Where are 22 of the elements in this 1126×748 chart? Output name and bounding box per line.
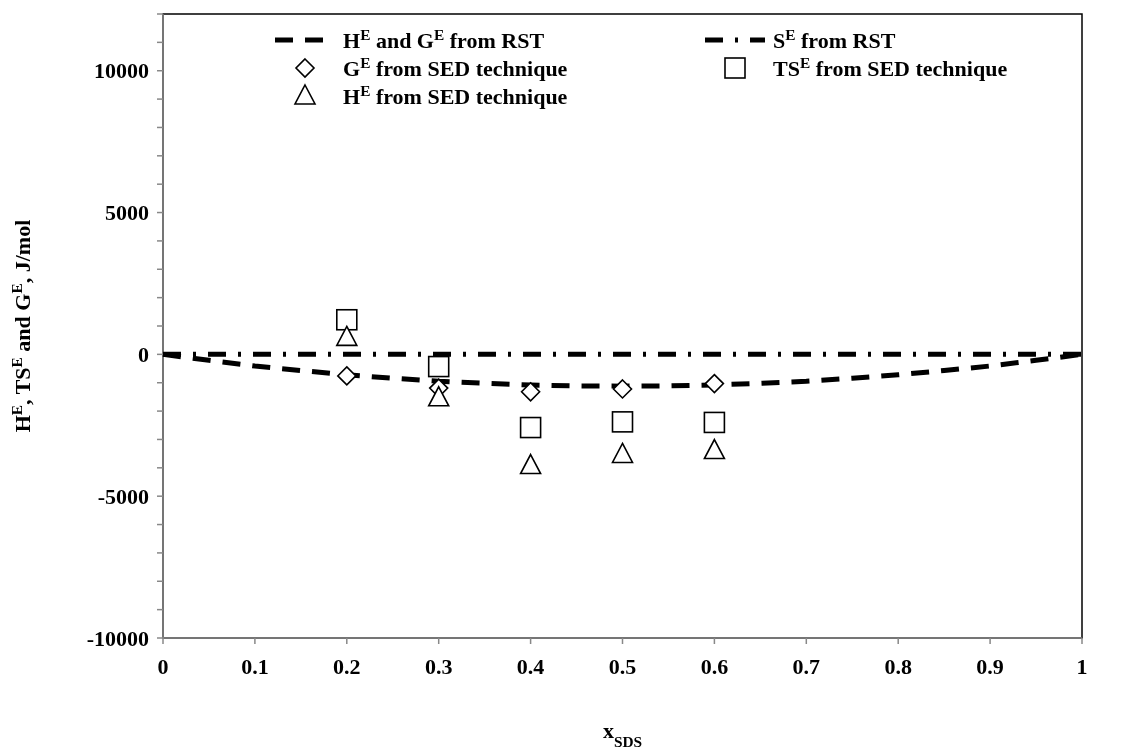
x-tick-label: 0	[157, 654, 169, 679]
legend-label: G$^{E}$ from SED technique	[343, 53, 568, 81]
x-tick-label: 0.6	[700, 654, 729, 679]
y-tick-label: -10000	[86, 625, 149, 651]
x-axis-title: x$_{SDS}$	[602, 718, 643, 748]
x-tick-label: 0.8	[884, 654, 912, 679]
x-tick-label: 0.2	[333, 654, 361, 679]
y-tick-label: 10000	[94, 58, 149, 84]
legend-label: S$^{E}$ from RST	[773, 25, 896, 53]
legend-label: H$^{E}$ and G$^{E}$ from RST	[343, 25, 545, 53]
x-tick-label: 1	[1076, 654, 1088, 679]
y-tick-label: -5000	[97, 483, 149, 509]
legend-label: H$^{E}$ from SED technique	[343, 81, 568, 109]
x-tick-label: 0.5	[608, 654, 637, 679]
x-tick-label: 0.7	[792, 654, 821, 679]
x-tick-label: 0.3	[424, 654, 453, 679]
y-tick-label: 5000	[105, 200, 149, 226]
x-tick-label: 0.9	[976, 654, 1004, 679]
x-tick-label: 0.1	[241, 654, 269, 679]
y-tick-label: 0	[138, 342, 149, 368]
legend-label: TS$^{E}$ from SED technique	[773, 53, 1008, 81]
x-tick-label: 0.4	[516, 654, 545, 679]
